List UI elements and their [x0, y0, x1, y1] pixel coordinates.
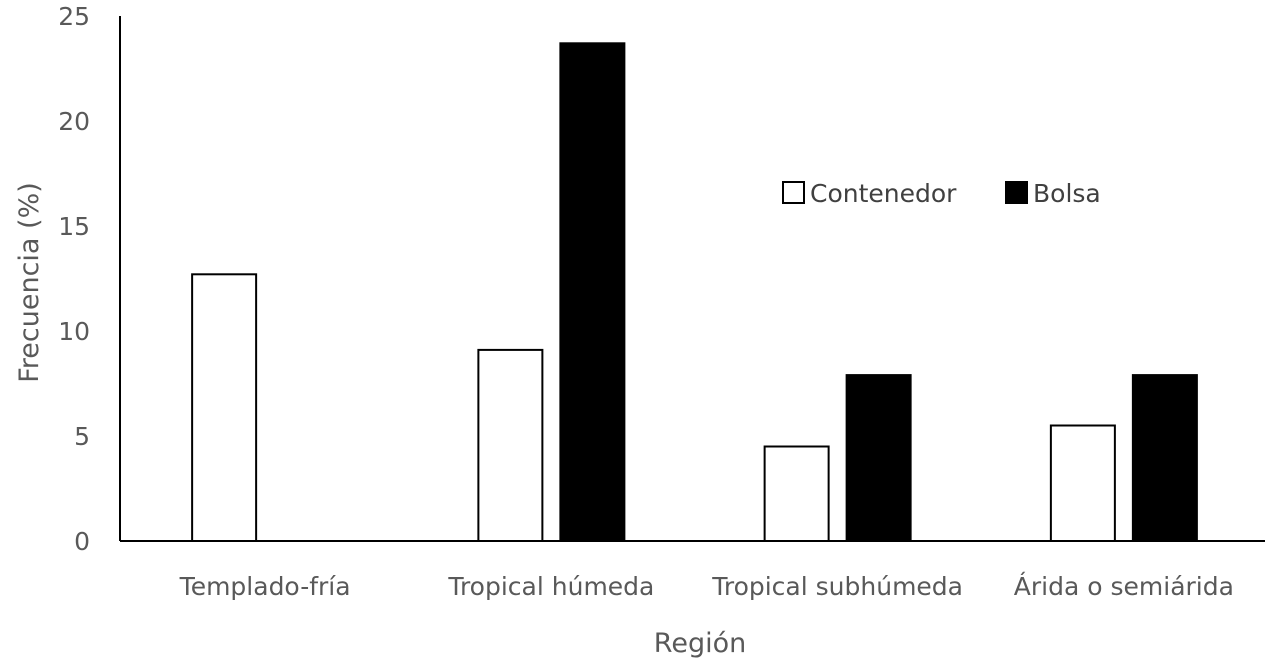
bar-contenedor-3: [763, 445, 830, 542]
bars-group: [191, 42, 1198, 543]
y-axis-ticks: 0 5 10 15 20 25: [58, 2, 90, 556]
bar-bolsa-4: [1131, 374, 1198, 542]
legend-swatch-bolsa: [1005, 181, 1028, 204]
legend-label-contenedor: Contenedor: [810, 179, 957, 208]
x-category-label: Templado-fría: [179, 572, 351, 601]
legend: Contenedor Bolsa: [782, 179, 1101, 208]
y-tick-label: 15: [58, 212, 90, 241]
legend-swatch-contenedor: [782, 181, 805, 204]
bar-contenedor-1: [191, 273, 258, 542]
bar-bolsa-2: [559, 42, 626, 543]
bar-contenedor-4: [1049, 424, 1116, 542]
bar-bolsa-3: [845, 374, 912, 542]
bar-contenedor-2: [477, 348, 544, 542]
x-category-label: Árida o semiárida: [1014, 572, 1234, 601]
y-tick-label: 0: [74, 527, 90, 556]
y-axis-title: Frecuencia (%): [14, 182, 45, 383]
x-category-label: Tropical subhúmeda: [711, 572, 963, 601]
legend-label-bolsa: Bolsa: [1033, 179, 1101, 208]
x-axis-categories: Templado-fría Tropical húmeda Tropical sub…: [179, 572, 1234, 601]
y-tick-label: 5: [74, 422, 90, 451]
y-tick-label: 10: [58, 317, 90, 346]
y-tick-label: 25: [58, 2, 90, 31]
x-axis-title: Región: [654, 628, 746, 659]
y-tick-label: 20: [58, 107, 90, 136]
x-category-label: Tropical húmeda: [447, 572, 654, 601]
